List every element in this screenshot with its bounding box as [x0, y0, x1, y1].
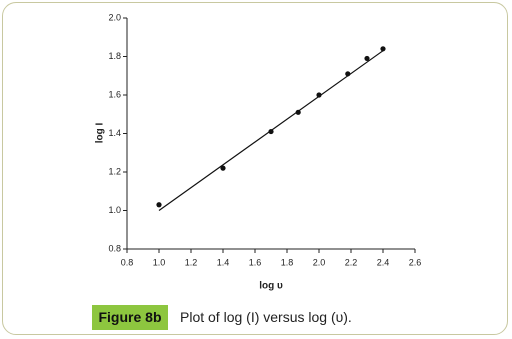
x-tick-label: 2.6 — [409, 257, 422, 267]
figure-caption: Plot of log (I) versus log (υ). — [180, 309, 352, 325]
y-tick-label: 1.4 — [108, 128, 121, 138]
x-axis-label: log υ — [259, 281, 283, 292]
y-tick-label: 0.8 — [108, 243, 121, 253]
x-tick-label: 1.4 — [217, 257, 230, 267]
data-point — [268, 128, 274, 135]
data-point — [156, 202, 162, 208]
x-tick-label: 2.2 — [345, 257, 358, 267]
data-point — [364, 55, 370, 62]
data-point — [295, 109, 301, 115]
x-tick-label: 1.0 — [153, 257, 166, 267]
y-tick-label: 1.0 — [108, 205, 121, 215]
y-tick-label: 2.0 — [108, 12, 121, 22]
y-tick-label: 1.2 — [108, 166, 121, 176]
y-axis-label: log I — [95, 123, 106, 144]
x-tick-label: 2.4 — [377, 257, 390, 267]
x-tick-label: 2.0 — [313, 257, 326, 267]
data-point — [380, 46, 386, 52]
data-point — [345, 71, 351, 77]
y-tick-label: 1.6 — [108, 89, 121, 99]
x-tick-label: 1.2 — [185, 257, 198, 267]
x-tick-label: 0.8 — [121, 257, 134, 267]
chart: log υ log I 0.8 1.0 1.2 1.4 1.6 1.8 2.0 0.8 1.0 1… — [95, 12, 422, 292]
x-tick-label: 1.8 — [281, 257, 294, 267]
data-point — [220, 165, 226, 171]
data-point — [316, 92, 322, 98]
frame — [2, 2, 508, 335]
x-tick-label: 1.6 — [249, 257, 262, 267]
figure-label: Figure 8b — [92, 305, 168, 330]
y-tick-label: 1.8 — [108, 51, 121, 61]
